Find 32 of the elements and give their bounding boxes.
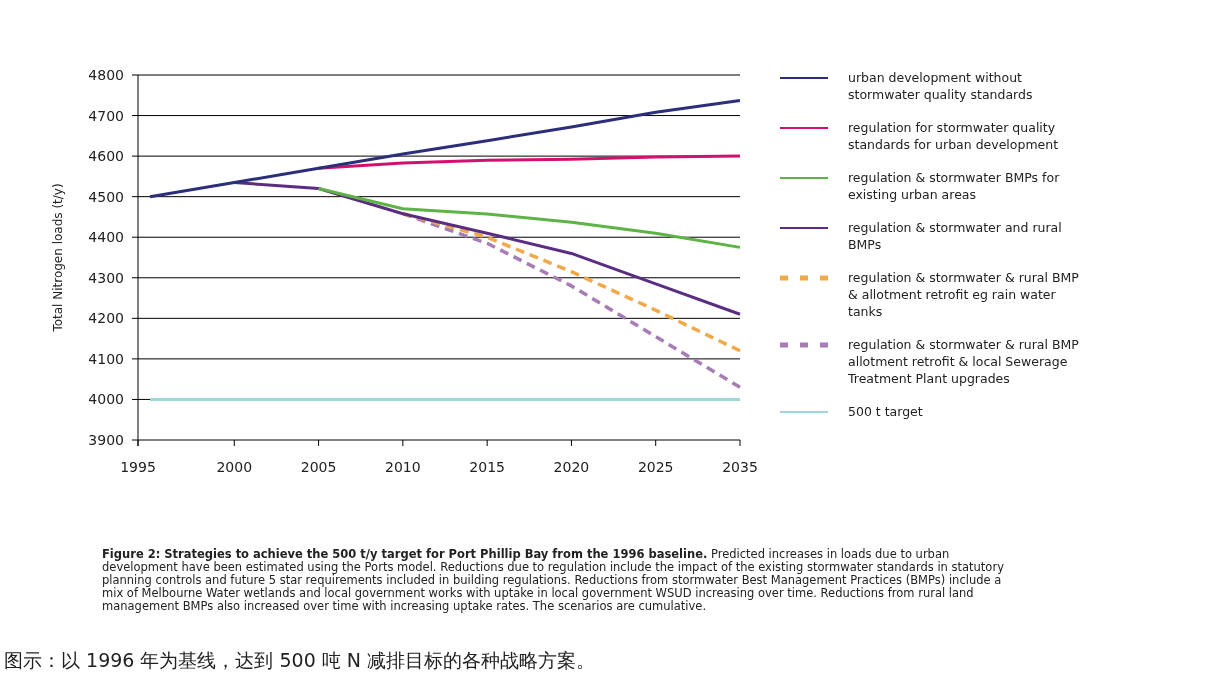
y-tick-label: 4500 [88,188,124,205]
y-tick-label: 4100 [88,350,124,367]
x-tick-label: 1995 [120,459,156,475]
y-tick-label: 4400 [88,229,124,246]
x-tick-label: 2010 [385,459,421,475]
x-tick-label: 2015 [469,459,505,475]
legend-label: 500 t target [848,404,923,419]
legend-label: regulation & stormwater BMPs for existing urban areas [848,170,1061,202]
legend-label: regulation & stormwater & rural BMP & allotment retrofit eg rain water tanks [848,270,1080,319]
x-tick-label: 2025 [637,459,674,475]
legend-label: regulation & stormwater & rural BMP allotment retrofit & local Sewerage Treatment Plant upgrades [847,337,1080,386]
y-tick-label: 4300 [88,269,124,286]
legend-label: regulation & stormwater and rural BMPs [848,220,1062,252]
line-series [401,211,742,353]
caption: Figure 2: Strategies to achieve the 500 t/y target for Port Phillip Bay from the 1996 baseline. [102,547,708,561]
text: 图示：以 1996 年为基线，达到 500 吨 N 减排目标的各种战略方案。 [4,648,596,673]
x-tick-label: 2035 [722,459,758,475]
y-tick-label: 3900 [88,432,124,448]
y-axis-title: Total Nitrogen loads (t/y) [51,183,65,333]
x-tick-label: 2000 [216,459,253,475]
legend-label: regulation for stormwater quality standards for urban development [848,120,1059,152]
y-tick-label: 4600 [88,148,124,165]
x-tick-label: 2020 [553,459,590,475]
legend-label: urban development without stormwater quality standards [848,70,1033,102]
y-tick-label: 4000 [88,391,124,408]
line-series [317,154,742,170]
y-tick-label: 4700 [88,107,124,124]
y-tick-label: 4800 [88,67,124,83]
y-tick-label: 4200 [88,310,124,327]
line-series [317,187,742,249]
line-series [148,99,742,199]
x-tick-label: 2005 [300,459,337,475]
